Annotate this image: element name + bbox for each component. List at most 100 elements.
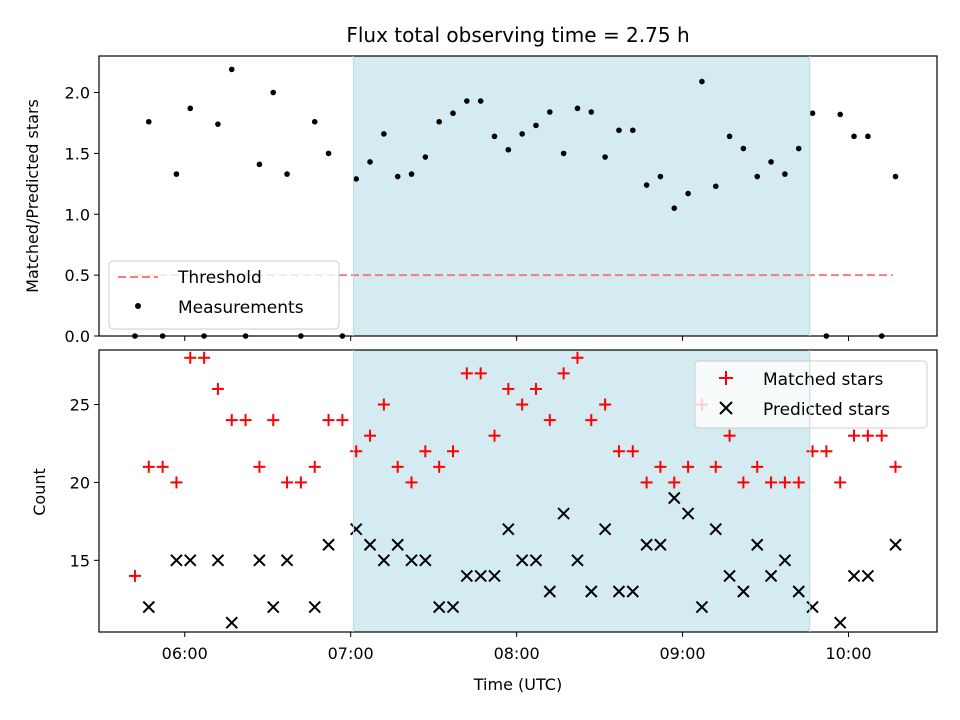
threshold-legend-label: Threshold bbox=[177, 268, 262, 288]
matched-star-point bbox=[668, 476, 681, 489]
top-y-tick-label: 1.0 bbox=[65, 205, 90, 224]
x-tick-label: 07:00 bbox=[328, 644, 374, 663]
measurement-point bbox=[643, 182, 650, 188]
measurement-point bbox=[394, 173, 401, 180]
measurement-point bbox=[311, 118, 318, 125]
predicted-star-point bbox=[681, 507, 695, 520]
matched-star-point bbox=[419, 445, 432, 458]
measurement-point bbox=[533, 122, 539, 129]
measurement-point bbox=[754, 173, 761, 180]
predicted-star-point bbox=[695, 600, 709, 614]
matched-star-point bbox=[460, 367, 473, 380]
matched-star-point bbox=[682, 460, 695, 473]
predicted-star-point bbox=[211, 554, 225, 567]
top-x-ticks bbox=[184, 336, 849, 341]
predicted-star-point bbox=[612, 585, 626, 598]
bottom-y-ticks: 15 20 25 bbox=[70, 396, 99, 570]
measurement-point bbox=[215, 121, 221, 127]
predicted-star-point bbox=[571, 554, 584, 567]
measurement-point bbox=[602, 154, 608, 160]
matched-star-point bbox=[488, 429, 501, 442]
measurement-point bbox=[547, 109, 553, 115]
predicted-star-point bbox=[142, 600, 155, 614]
predicted-star-point bbox=[529, 554, 543, 567]
measurement-point bbox=[726, 133, 733, 140]
predicted-star-point bbox=[861, 569, 875, 583]
measurements-legend-label: Measurements bbox=[178, 298, 304, 318]
predicted-star-point bbox=[225, 616, 238, 629]
x-axis-label: Time (UTC) bbox=[473, 675, 562, 694]
measurement-point bbox=[782, 171, 788, 177]
top-y-ticks: 0.0 0.5 1.0 1.5 2.0 bbox=[65, 84, 99, 346]
matched-star-point bbox=[184, 351, 197, 364]
matched-star-point bbox=[267, 414, 280, 427]
matched-star-point bbox=[294, 476, 307, 489]
measurement-point bbox=[491, 133, 498, 140]
predicted-star-point bbox=[709, 522, 722, 536]
matched-star-point bbox=[198, 351, 211, 364]
matched-star-point bbox=[447, 445, 460, 458]
measurement-point bbox=[795, 145, 802, 152]
measurement-point bbox=[256, 161, 263, 168]
measurement-point bbox=[228, 66, 235, 73]
matched-star-point bbox=[308, 460, 321, 473]
matched-star-point bbox=[751, 460, 764, 473]
predicted-star-point bbox=[322, 538, 335, 551]
matched-star-point bbox=[834, 476, 847, 489]
measurement-point bbox=[464, 98, 470, 104]
measurement-point bbox=[892, 173, 899, 180]
predicted-star-point bbox=[267, 600, 280, 614]
matched-star-point bbox=[585, 414, 598, 427]
matched-star-point bbox=[640, 476, 653, 489]
matched-star-point bbox=[211, 382, 224, 395]
predicted-star-point bbox=[460, 569, 474, 583]
predicted-star-point bbox=[598, 522, 612, 536]
predicted-star-point bbox=[806, 600, 819, 614]
matched-star-point bbox=[529, 382, 542, 395]
matched-star-point bbox=[433, 460, 446, 473]
matched-legend-swatch bbox=[719, 371, 733, 385]
measurement-point bbox=[173, 171, 180, 177]
matched-star-point bbox=[806, 445, 819, 458]
matched-star-point bbox=[543, 414, 556, 427]
predicted-star-point bbox=[391, 538, 404, 551]
matched-star-point bbox=[405, 476, 418, 489]
measurement-point bbox=[685, 190, 691, 197]
top-axes-frame bbox=[98, 55, 938, 337]
predicted-star-point bbox=[405, 554, 418, 567]
matched-star-point bbox=[516, 398, 529, 411]
predicted-star-point bbox=[654, 538, 667, 551]
predicted-star-point bbox=[557, 507, 570, 520]
bottom-y-tick-label: 15 bbox=[70, 551, 90, 570]
matched-star-point bbox=[889, 460, 902, 473]
predicted-star-point bbox=[764, 569, 778, 583]
matched-star-point bbox=[502, 382, 515, 395]
x-tick-label: 06:00 bbox=[162, 644, 208, 663]
measurement-point bbox=[740, 145, 747, 152]
top-y-tick-label: 0.5 bbox=[65, 266, 90, 285]
measurement-point bbox=[837, 111, 844, 118]
predicted-star-point bbox=[363, 538, 377, 551]
matched-star-point bbox=[792, 476, 805, 489]
measurement-point bbox=[629, 127, 636, 134]
top-panel: 0.00.51.01.52.0 Matched/Predicted stars … bbox=[23, 55, 938, 346]
measurement-point bbox=[519, 131, 525, 137]
predicted-star-point bbox=[585, 585, 598, 598]
matched-star-point bbox=[322, 414, 335, 427]
measurement-point bbox=[353, 176, 360, 182]
matched-star-point bbox=[281, 476, 294, 489]
measurement-point bbox=[381, 131, 387, 137]
measurement-point bbox=[560, 150, 567, 157]
bottom-legend-box bbox=[694, 360, 928, 429]
predicted-star-point bbox=[446, 600, 460, 614]
x-tick-label: 09:00 bbox=[660, 644, 706, 663]
measurement-point bbox=[768, 159, 774, 165]
matched-star-point bbox=[861, 429, 874, 442]
measurement-point bbox=[699, 78, 705, 85]
measurement-point bbox=[588, 109, 595, 115]
predicted-star-point bbox=[737, 585, 750, 598]
predicted-star-point bbox=[253, 554, 266, 567]
measurement-point bbox=[270, 89, 277, 96]
predicted-star-point bbox=[419, 554, 432, 567]
